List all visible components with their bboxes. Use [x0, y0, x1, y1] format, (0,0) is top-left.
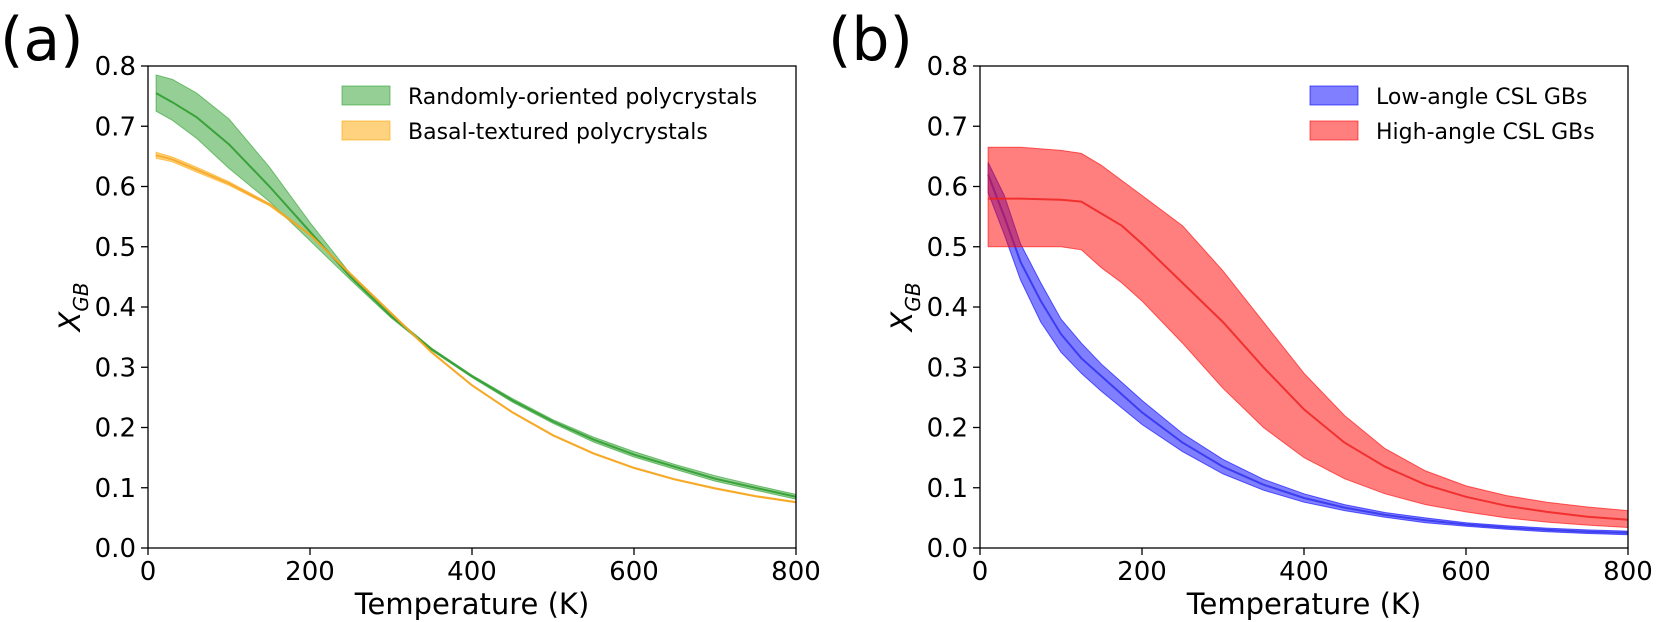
- y-tick-label-b: 0.4: [927, 293, 968, 323]
- x-tick-label-b: 0: [972, 557, 989, 587]
- legend-swatch-randomly-oriented-polycrystals: [341, 85, 391, 106]
- y-tick-label-a: 0.8: [95, 52, 136, 82]
- plot-area-b: [987, 146, 1628, 536]
- panel-letter-a: (a): [0, 5, 84, 75]
- y-tick-label-b: 0.1: [927, 474, 968, 504]
- legend-label-basal-textured-polycrystals: Basal-textured polycrystals: [408, 120, 708, 145]
- x-tick-label-a: 800: [771, 557, 821, 587]
- panel-letter-b: (b): [828, 5, 913, 75]
- y-tick-label-b: 0.3: [927, 353, 968, 383]
- panel-b: (b) 0 200 400 600 800 0.0 0.1 0.2 0.3 0.4 0.5 0.6 0.7…: [828, 5, 1653, 621]
- y-tick-label-a: 0.6: [95, 173, 136, 203]
- band-high-angle-csl-gbs: [987, 146, 1628, 529]
- y-tick-label-b: 0.0: [927, 534, 968, 564]
- x-axis-label-b: Temperature (K): [1186, 587, 1422, 621]
- y-tick-label-a: 0.4: [95, 293, 136, 323]
- line-basal-textured-polycrystals: [155, 154, 796, 504]
- y-axis-label-a: XGB: [53, 282, 93, 333]
- legend-label-high-angle-csl-gbs: High-angle CSL GBs: [1376, 120, 1595, 145]
- legend-swatch-low-angle-csl-gbs: [1309, 85, 1359, 106]
- legend-swatch-basal-textured-polycrystals: [341, 120, 391, 141]
- y-tick-label-a: 0.3: [95, 353, 136, 383]
- panel-a: (a) 0 200 400 600 800 0.0 0.1 0.2 0.3 0.4 0.5 0.6 0.7…: [0, 5, 821, 621]
- x-axis-label-a: Temperature (K): [354, 587, 590, 621]
- x-tick-label-a: 400: [447, 557, 497, 587]
- x-tick-label-b: 200: [1117, 557, 1167, 587]
- y-tick-label-b: 0.8: [927, 52, 968, 82]
- line-high-angle-csl-gbs: [988, 197, 1628, 521]
- legend-a: Randomly-oriented polycrystals Basal-text…: [341, 85, 757, 145]
- line-randomly-oriented-polycrystals: [155, 92, 796, 498]
- y-axis-label-b: XGB: [885, 282, 925, 333]
- band-basal-textured-polycrystals: [155, 151, 796, 504]
- y-tick-label-a: 0.5: [95, 233, 136, 263]
- band-low-angle-csl-gbs: [987, 162, 1628, 536]
- y-tick-label-a: 0.7: [95, 112, 136, 142]
- x-tick-label-a: 600: [609, 557, 659, 587]
- legend-b: Low-angle CSL GBs High-angle CSL GBs: [1309, 85, 1595, 145]
- y-tick-label-b: 0.6: [927, 173, 968, 203]
- y-tick-label-b: 0.2: [927, 414, 968, 444]
- line-low-angle-csl-gbs: [987, 174, 1628, 534]
- y-tick-label-b: 0.5: [927, 233, 968, 263]
- y-tick-label-a: 0.2: [95, 414, 136, 444]
- x-tick-label-b: 600: [1441, 557, 1491, 587]
- x-tick-label-b: 400: [1279, 557, 1329, 587]
- plot-area-a: [155, 74, 796, 504]
- y-tick-label-a: 0.0: [95, 534, 136, 564]
- x-tick-label-a: 0: [140, 557, 157, 587]
- legend-label-randomly-oriented-polycrystals: Randomly-oriented polycrystals: [408, 85, 757, 110]
- y-tick-label-b: 0.7: [927, 112, 968, 142]
- y-tick-label-a: 0.1: [95, 474, 136, 504]
- x-tick-label-a: 200: [285, 557, 335, 587]
- x-tick-label-b: 800: [1603, 557, 1653, 587]
- legend-swatch-high-angle-csl-gbs: [1309, 120, 1359, 141]
- legend-label-low-angle-csl-gbs: Low-angle CSL GBs: [1376, 85, 1587, 110]
